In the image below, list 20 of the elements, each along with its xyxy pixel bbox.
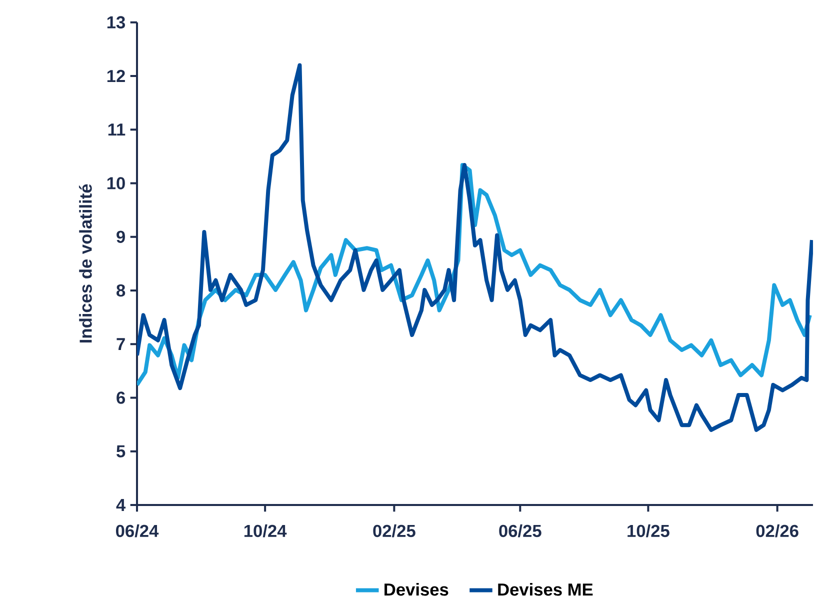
x-tick-label: 02/25: [373, 524, 416, 538]
legend-label: Devises ME: [498, 582, 593, 596]
y-tick-label: 6: [116, 392, 125, 404]
x-tick-label: 06/24: [116, 524, 159, 538]
y-axis-title: Indices de volatilité: [78, 184, 92, 342]
x-tick-label: 02/26: [756, 524, 798, 538]
y-tick-label: 11: [108, 124, 126, 136]
y-tick-label: 5: [116, 445, 126, 458]
line-series: [137, 63, 813, 432]
y-tick-label: 9: [116, 230, 125, 243]
y-tick-label: 10: [107, 177, 125, 190]
y-tick-label: 7: [116, 338, 125, 350]
x-tick-label: 10/24: [244, 524, 287, 538]
legend-label: Devises: [384, 582, 448, 596]
x-tick-label: 10/25: [628, 524, 670, 538]
y-tick-label: 8: [116, 284, 126, 297]
y-tick-label: 12: [107, 70, 125, 82]
y-tick-label: 4: [116, 499, 126, 511]
y-tick-label: 13: [107, 16, 125, 28]
x-tick-label: 06/25: [499, 524, 542, 538]
